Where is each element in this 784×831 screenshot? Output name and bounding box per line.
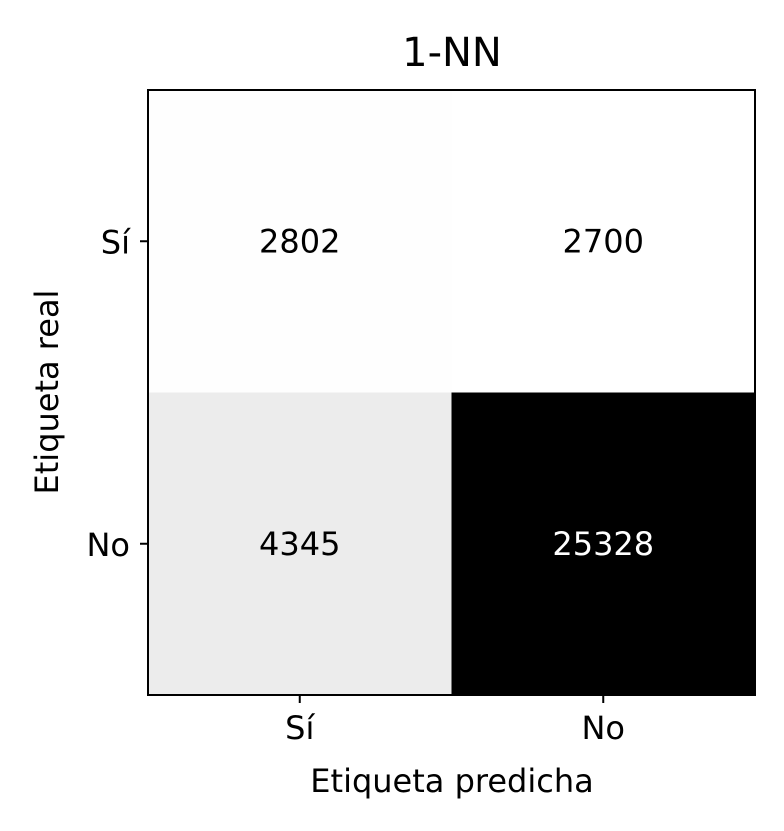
x-tick-label-1: No (581, 709, 625, 747)
cell-1-0 (148, 392, 452, 696)
y-tick-label-0: Sí (101, 223, 131, 261)
cell-0-0 (148, 90, 452, 393)
x-axis-ticks: Sí No (285, 695, 625, 747)
cell-value-0-0: 2802 (259, 222, 340, 260)
heatmap-cells: 2802 2700 4345 25328 (148, 90, 756, 696)
cell-0-1 (451, 90, 756, 393)
y-axis-label: Etiqueta real (28, 290, 66, 495)
cell-value-0-1: 2700 (563, 222, 644, 260)
cell-1-1 (451, 392, 756, 696)
y-tick-label-1: No (86, 526, 130, 564)
x-axis-label: Etiqueta predicha (310, 762, 593, 800)
chart-title: 1-NN (402, 30, 502, 76)
x-tick-label-0: Sí (285, 709, 315, 747)
y-axis-ticks: Sí No (86, 223, 148, 564)
cell-value-1-0: 4345 (259, 525, 340, 563)
plot-frame (147, 89, 756, 696)
cell-value-1-1: 25328 (552, 525, 654, 563)
